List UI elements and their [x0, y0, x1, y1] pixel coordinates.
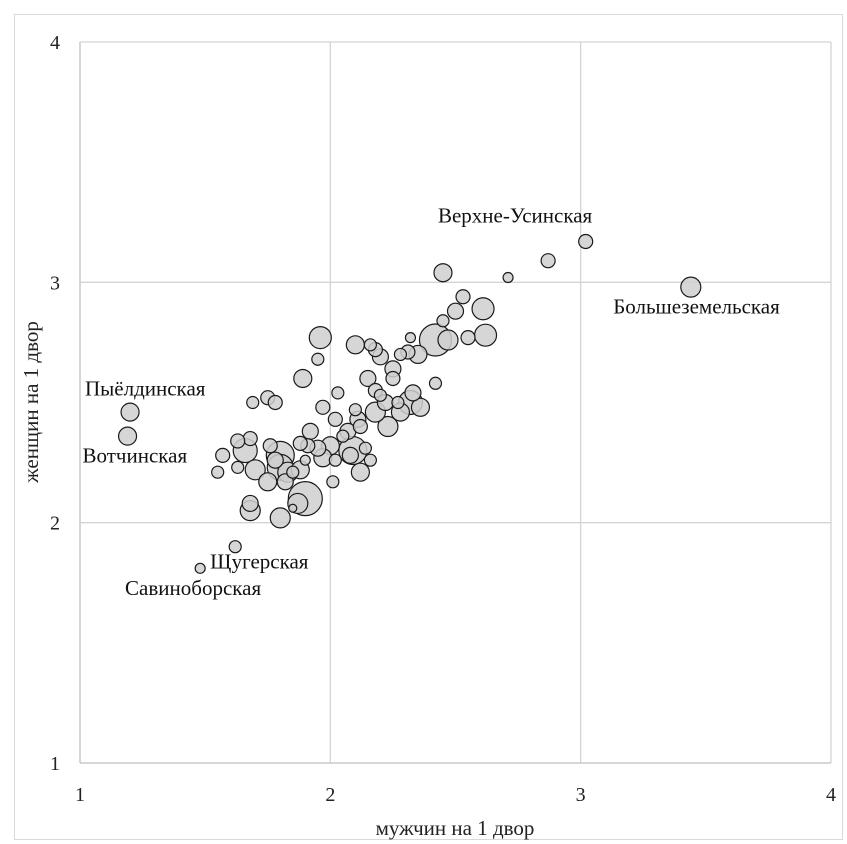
data-point — [315, 399, 331, 415]
data-point — [258, 472, 278, 492]
data-point — [540, 253, 556, 269]
data-point — [269, 507, 291, 529]
data-point — [433, 263, 453, 283]
data-point — [404, 332, 417, 344]
data-point — [352, 418, 368, 435]
annotations: Верхне-Усинская Большеземельская Пыёлдинск… — [83, 203, 781, 600]
y-tick-label: 4 — [50, 32, 60, 54]
point-annotation: Вотчинская — [83, 444, 188, 468]
tick-labels: 1 2 3 4 1 2 3 4 — [50, 32, 836, 806]
data-point — [680, 276, 702, 298]
y-tick-label: 3 — [50, 272, 60, 294]
data-point — [231, 460, 245, 474]
y-tick-label: 2 — [50, 513, 60, 535]
point-annotation: Савиноборская — [125, 576, 261, 600]
data-point — [311, 352, 325, 366]
data-point — [241, 494, 259, 513]
data-point — [267, 394, 283, 411]
data-point — [350, 462, 370, 482]
data-point — [341, 446, 359, 464]
data-point — [436, 314, 450, 328]
data-point — [211, 465, 225, 479]
data-point — [446, 302, 465, 320]
data-point — [326, 475, 340, 489]
data-point — [460, 330, 476, 346]
data-point — [328, 453, 342, 467]
data-point — [244, 459, 266, 481]
data-point — [348, 403, 362, 417]
data-point — [428, 376, 443, 390]
data-point — [363, 338, 377, 352]
data-point — [385, 370, 401, 387]
data-point — [336, 429, 350, 443]
data-point — [266, 451, 284, 469]
point-annotation: Большеземельская — [613, 295, 780, 319]
data-point — [293, 368, 313, 389]
x-tick-label: 4 — [826, 784, 836, 806]
data-point — [455, 289, 471, 305]
data-point — [194, 562, 206, 574]
data-points — [117, 233, 702, 574]
chart-frame — [14, 14, 843, 840]
x-axis-title: мужчин на 1 двор — [376, 816, 535, 840]
data-point — [345, 335, 365, 355]
y-tick-label: 1 — [50, 753, 60, 775]
data-point — [327, 411, 343, 427]
data-point — [502, 271, 514, 284]
data-point — [228, 540, 242, 554]
data-point — [292, 435, 308, 451]
data-point — [437, 329, 459, 351]
data-point — [410, 397, 431, 417]
data-point — [358, 441, 372, 455]
data-point — [393, 347, 408, 362]
data-point — [359, 369, 377, 388]
point-annotation: Пыёлдинская — [85, 376, 206, 400]
x-tick-label: 3 — [576, 784, 586, 806]
x-tick-label: 1 — [75, 784, 85, 806]
data-point — [276, 473, 294, 491]
data-point — [120, 402, 140, 422]
data-point — [117, 426, 138, 446]
data-point — [262, 438, 278, 454]
data-point — [308, 326, 332, 350]
point-annotation: Щугерская — [210, 549, 309, 573]
data-point — [404, 384, 422, 402]
data-point — [215, 447, 231, 463]
data-point — [230, 433, 246, 449]
data-point — [373, 388, 387, 402]
data-point — [288, 503, 298, 513]
data-point — [246, 395, 260, 410]
data-point — [363, 453, 377, 467]
data-point — [331, 386, 345, 400]
data-point — [242, 430, 258, 447]
data-point — [471, 297, 495, 321]
grid-lines — [79, 41, 832, 764]
data-point — [286, 465, 300, 479]
data-point — [578, 233, 594, 250]
y-axis-title: женщин на 1 двор — [19, 321, 43, 484]
data-point — [299, 454, 311, 466]
data-point — [377, 415, 399, 438]
x-tick-label: 2 — [325, 784, 335, 806]
data-point — [301, 422, 319, 440]
point-annotation: Верхне-Усинская — [438, 203, 593, 227]
data-point — [473, 323, 498, 347]
data-point — [391, 395, 405, 410]
